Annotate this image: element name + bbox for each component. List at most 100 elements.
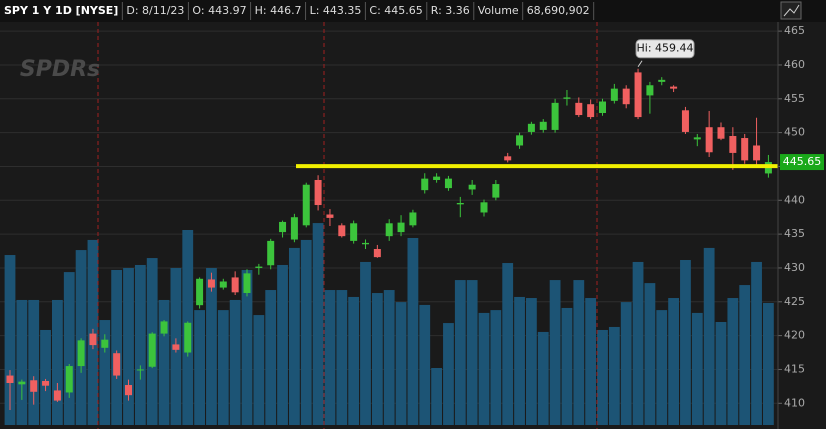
header-item: C: 445.65	[369, 4, 422, 17]
watermark: SPDRs	[20, 57, 100, 82]
candle-body	[587, 104, 595, 118]
candle-body	[42, 380, 50, 386]
volume-bar	[312, 223, 324, 425]
candle-body	[599, 101, 606, 114]
candle-body	[741, 138, 749, 161]
volume-bar	[324, 290, 336, 425]
volume-bar	[751, 261, 762, 425]
candle-body	[753, 145, 761, 161]
candle-body	[279, 221, 287, 233]
candle-body	[717, 127, 725, 139]
volume-bar	[289, 247, 300, 425]
volume-bar	[431, 367, 442, 425]
volume-bar	[561, 307, 573, 425]
candle-body	[148, 333, 156, 367]
volume-bar	[194, 310, 205, 425]
volume-bar	[526, 298, 537, 425]
candle-body	[433, 176, 441, 180]
candle-body	[136, 369, 144, 371]
candle-body	[207, 279, 215, 288]
volume-bar	[680, 260, 691, 425]
volume-bar	[52, 299, 63, 425]
candle-body	[373, 249, 381, 258]
candle-body	[184, 322, 192, 353]
header: SPY 1 Y 1D [NYSE] D: 8/11/23 O: 443.97 H: 4…	[4, 2, 595, 20]
candle-body	[267, 240, 275, 266]
candle-body	[693, 137, 701, 140]
candle-body	[113, 353, 121, 376]
candle-body	[350, 223, 358, 241]
volume-bar	[703, 247, 715, 425]
y-tick-label: 415	[784, 362, 805, 375]
y-tick-label: 460	[784, 58, 805, 71]
volume-bar	[4, 255, 16, 425]
volume-bar	[585, 298, 597, 425]
volume-bar	[739, 285, 751, 425]
candle-body	[610, 88, 618, 101]
candle-body	[563, 97, 571, 99]
volume-bar	[348, 296, 360, 425]
volume-bar	[111, 269, 123, 425]
y-tick-label: 420	[784, 329, 805, 342]
candle-layer	[6, 68, 772, 411]
chart-icon-glyph	[783, 4, 800, 17]
candle-body	[231, 277, 239, 293]
candle-body	[539, 121, 547, 130]
annotation-pointer	[637, 60, 643, 68]
last-price-tag	[780, 154, 824, 171]
candle-body	[468, 184, 476, 190]
candle-body	[160, 321, 168, 334]
volume-bar	[300, 239, 312, 425]
candle-body	[658, 79, 666, 82]
candle-body	[362, 242, 369, 245]
volume-bar	[668, 298, 679, 425]
candle-body	[53, 390, 61, 401]
candle-body	[314, 179, 322, 206]
volume-bar	[763, 303, 774, 425]
volume-bar	[123, 268, 134, 425]
volume-bar	[620, 302, 632, 425]
candle-body	[18, 381, 26, 385]
volume-bar	[371, 293, 383, 425]
volume-bar	[490, 310, 502, 425]
y-tick-label: 465	[784, 24, 805, 37]
volume-bar	[206, 268, 217, 425]
volume-bar	[727, 298, 739, 425]
candle-body	[290, 217, 298, 240]
volume-bar	[217, 310, 229, 425]
candle-body	[255, 266, 263, 268]
candle-body	[101, 339, 109, 348]
volume-bar	[265, 290, 277, 425]
candle-body	[421, 178, 429, 191]
volume-bar	[419, 304, 431, 425]
volume-bar	[537, 331, 549, 425]
volume-bar	[691, 312, 703, 425]
volume-bar	[608, 326, 620, 425]
volume-bar	[443, 323, 454, 425]
candle-body	[30, 380, 38, 392]
volume-bar	[478, 312, 490, 425]
candle-body	[622, 88, 630, 105]
candle-body	[385, 223, 393, 237]
volume-bar	[597, 329, 608, 425]
candle-body	[646, 85, 654, 96]
overlay-layer: Hi: 459.44 445.65	[296, 39, 824, 171]
candle-body	[6, 375, 14, 383]
candle-body	[326, 214, 334, 218]
candle-body	[492, 184, 500, 198]
candle-body	[219, 281, 227, 288]
volume-bar	[514, 296, 525, 425]
volume-bar	[28, 299, 40, 425]
volume-bar	[229, 299, 241, 425]
volume-bar	[63, 272, 75, 425]
candle-body	[77, 340, 85, 367]
candle-body	[456, 202, 464, 205]
candle-body	[551, 102, 559, 130]
candle-body	[243, 273, 251, 293]
candle-body	[302, 184, 310, 226]
candle-body	[705, 127, 713, 153]
header-item: D: 8/11/23	[126, 4, 184, 17]
candle-body	[480, 202, 488, 213]
header-item: Volume	[478, 4, 519, 17]
volume-bar	[656, 310, 668, 425]
